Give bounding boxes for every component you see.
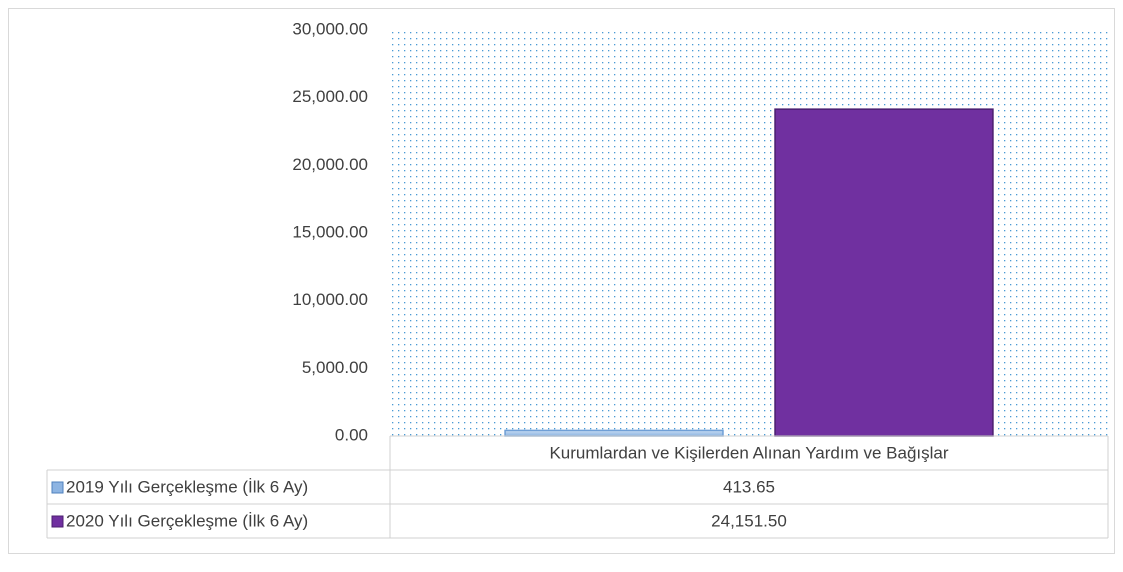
plot-area <box>390 30 1108 436</box>
legend-label: 2019 Yılı Gerçekleşme (İlk 6 Ay) <box>66 477 308 496</box>
table-value: 413.65 <box>723 477 775 496</box>
x-tick-label: Kurumlardan ve Kişilerden Alınan Yardım … <box>549 443 948 462</box>
bar <box>504 429 724 437</box>
legend-marker <box>51 515 64 528</box>
y-tick-label: 30,000.00 <box>292 19 368 38</box>
y-tick-label: 15,000.00 <box>292 222 368 241</box>
y-tick-label: 10,000.00 <box>292 290 368 309</box>
y-tick-label: 25,000.00 <box>292 87 368 106</box>
legend-label: 2020 Yılı Gerçekleşme (İlk 6 Ay) <box>66 511 308 530</box>
legend-marker <box>51 481 64 494</box>
y-tick-label: 0.00 <box>335 425 368 444</box>
y-tick-label: 20,000.00 <box>292 155 368 174</box>
bar <box>774 108 994 437</box>
table-value: 24,151.50 <box>711 511 787 530</box>
y-tick-label: 5,000.00 <box>302 358 368 377</box>
